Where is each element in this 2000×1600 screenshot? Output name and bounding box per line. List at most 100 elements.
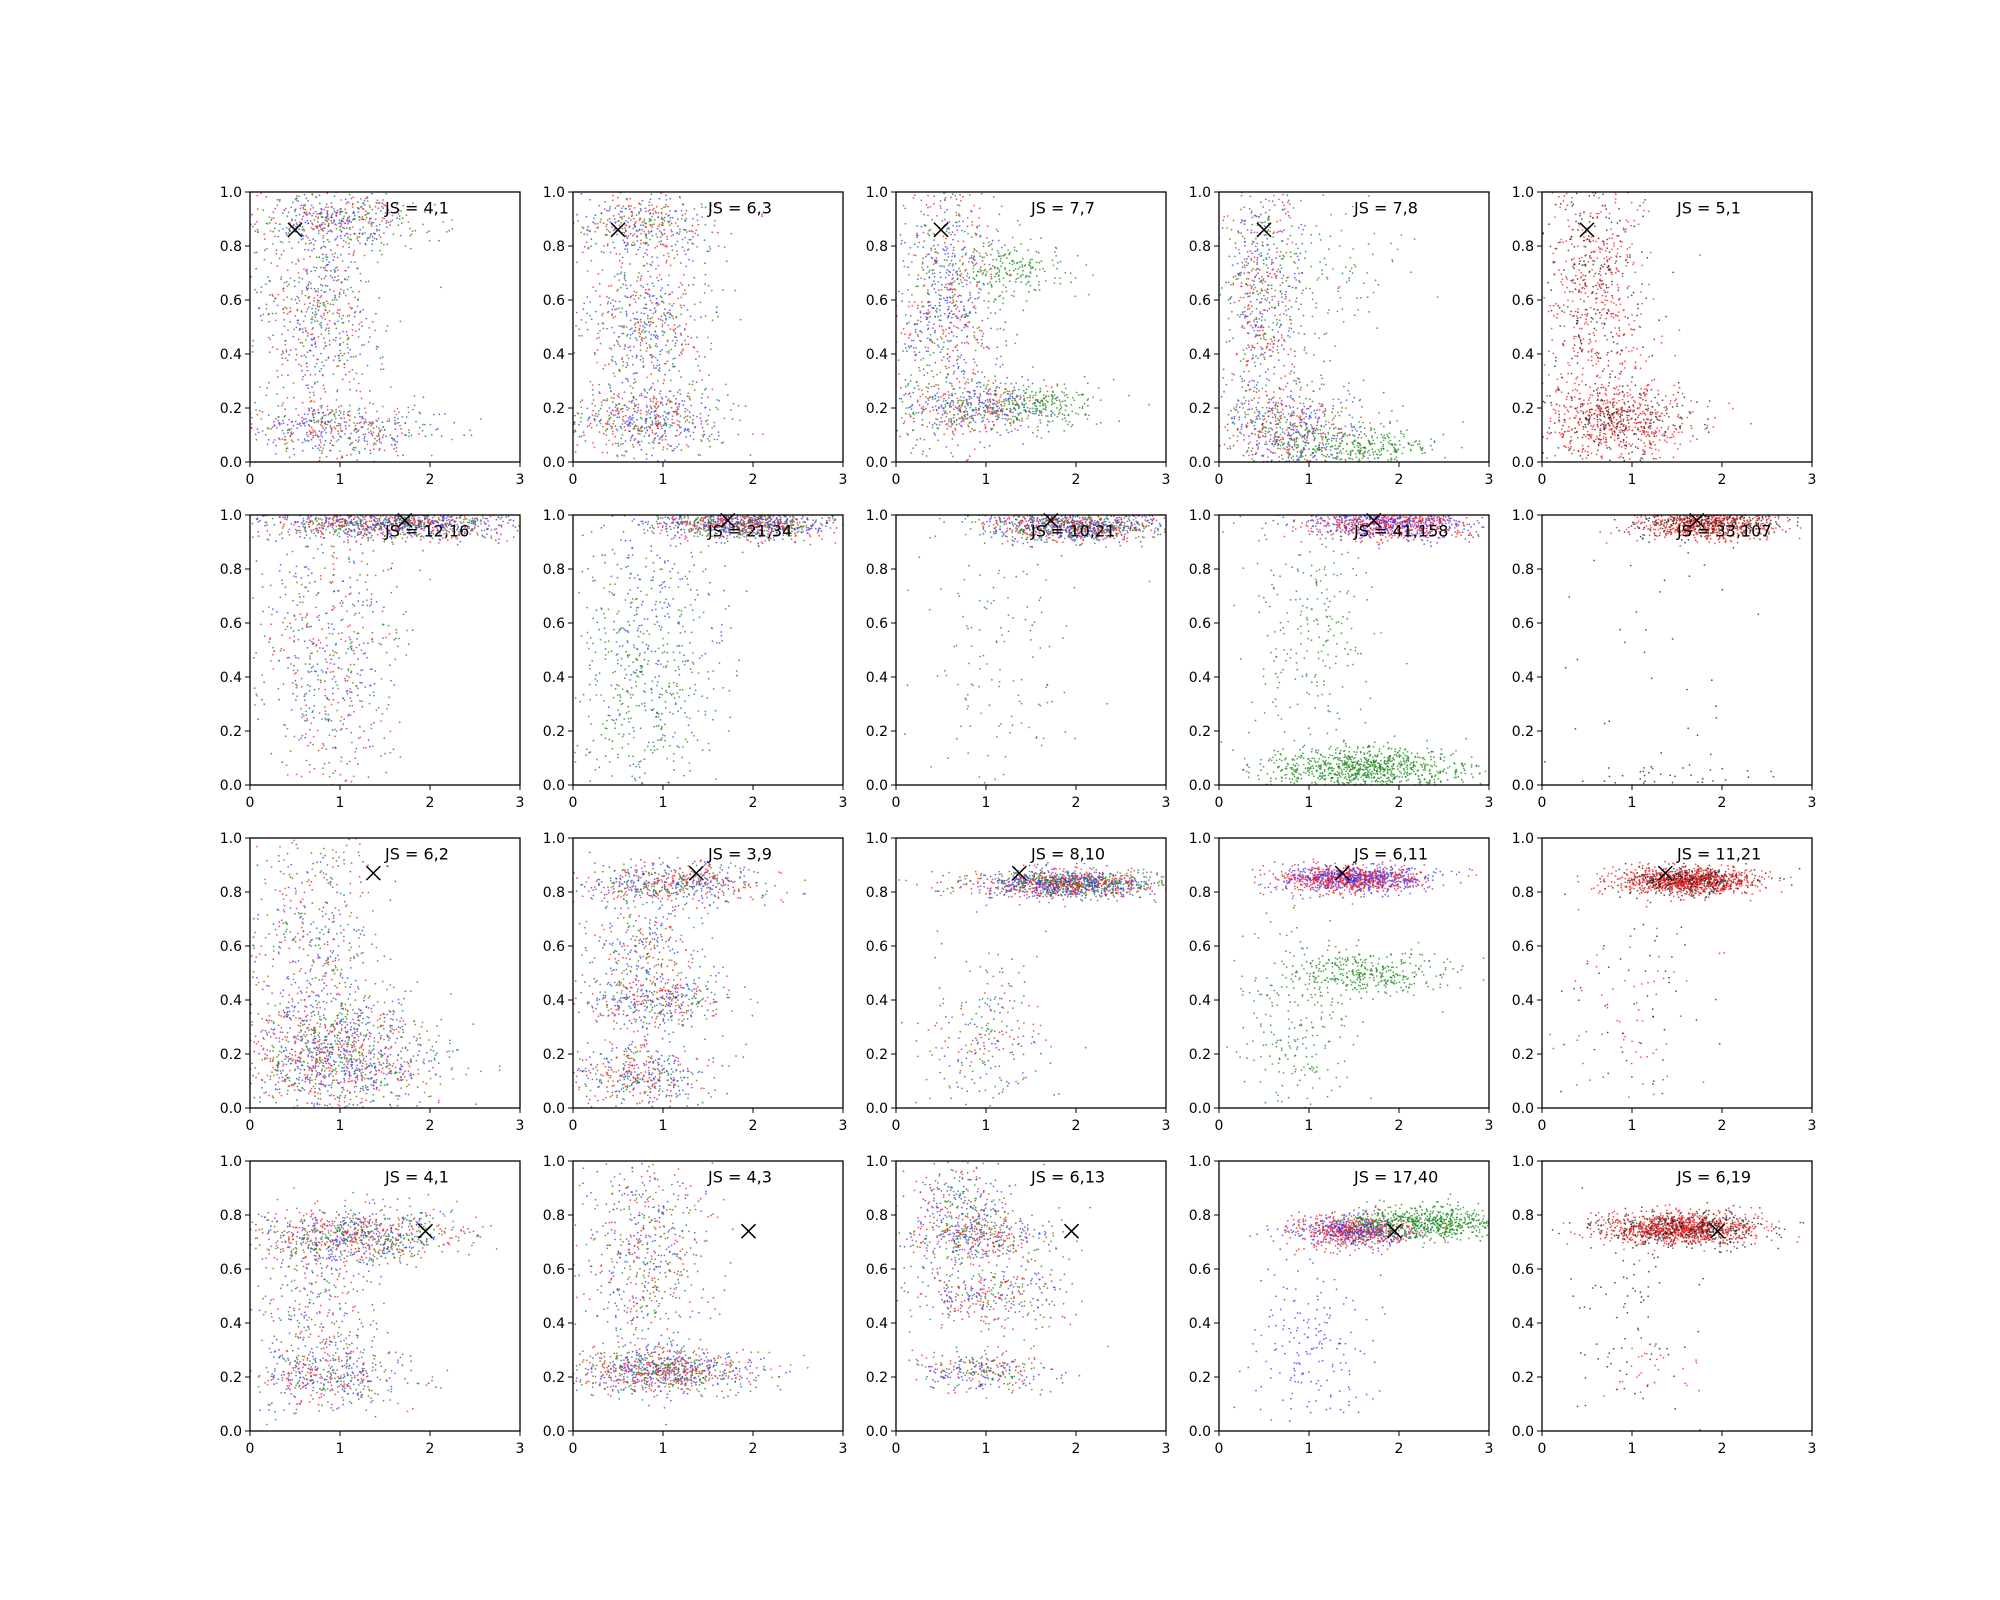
scatter-point	[899, 233, 902, 236]
scatter-point	[980, 266, 982, 268]
scatter-point	[1063, 392, 1065, 394]
scatter-point	[1027, 378, 1029, 381]
scatter-point	[1084, 413, 1086, 416]
scatter-point	[981, 342, 984, 345]
scatter-point	[638, 211, 640, 214]
scatter-point	[613, 247, 616, 249]
scatter-point	[925, 386, 928, 389]
scatter-point	[657, 460, 659, 462]
scatter-point	[1004, 417, 1007, 420]
scatter-point	[915, 444, 917, 447]
scatter-point	[288, 311, 291, 314]
scatter-point	[1285, 385, 1287, 388]
scatter-point	[321, 374, 324, 376]
scatter-point	[918, 366, 920, 369]
scatter-point	[278, 257, 281, 260]
scatter-point	[656, 413, 658, 416]
scatter-point	[990, 427, 993, 430]
scatter-point	[934, 397, 937, 400]
scatter-point	[974, 429, 976, 431]
scatter-point	[951, 394, 954, 397]
scatter-point	[317, 290, 319, 293]
scatter-point	[348, 238, 351, 240]
scatter-point	[664, 373, 666, 376]
scatter-point	[922, 312, 925, 315]
scatter-point	[361, 215, 364, 218]
scatter-point	[605, 443, 608, 446]
scatter-point	[661, 234, 664, 236]
scatter-point	[656, 236, 659, 239]
scatter-point	[613, 375, 616, 377]
scatter-point	[599, 330, 601, 332]
scatter-point	[653, 439, 655, 442]
scatter-point	[937, 406, 940, 409]
scatter-point	[652, 334, 655, 336]
scatter-point	[710, 342, 713, 345]
scatter-point	[350, 221, 353, 224]
scatter-point	[328, 343, 331, 346]
scatter-point	[305, 213, 307, 215]
scatter-point	[1007, 249, 1009, 252]
scatter-point	[1227, 281, 1230, 284]
scatter-point	[620, 437, 623, 440]
scatter-point	[284, 343, 287, 346]
scatter-point	[669, 328, 672, 331]
scatter-point	[582, 431, 585, 434]
scatter-point	[650, 386, 653, 388]
scatter-point	[687, 284, 690, 287]
scatter-point	[645, 426, 648, 429]
scatter-point	[587, 419, 589, 422]
scatter-point	[354, 425, 357, 427]
y-tick-label: 0.0	[866, 455, 888, 471]
scatter-point	[629, 345, 632, 348]
scatter-point	[923, 240, 925, 243]
scatter-point	[945, 249, 948, 252]
scatter-point	[972, 267, 975, 270]
scatter-point	[1024, 264, 1027, 266]
scatter-point	[254, 401, 256, 404]
scatter-point	[690, 230, 693, 232]
scatter-point	[346, 334, 349, 337]
scatter-point	[282, 432, 285, 435]
scatter-point	[312, 206, 315, 209]
scatter-point	[944, 276, 947, 279]
scatter-point	[956, 278, 959, 281]
scatter-point	[325, 256, 327, 258]
scatter-point	[430, 433, 433, 436]
scatter-point	[674, 332, 677, 335]
scatter-point	[658, 364, 661, 366]
scatter-point	[297, 241, 300, 244]
scatter-point	[318, 444, 320, 446]
scatter-point	[1027, 275, 1029, 278]
scatter-point	[943, 392, 945, 395]
scatter-point	[1039, 268, 1041, 271]
scatter-point	[262, 313, 265, 316]
scatter-point	[1027, 290, 1030, 293]
scatter-point	[353, 449, 356, 452]
scatter-point	[973, 278, 976, 281]
scatter-point	[363, 439, 366, 442]
scatter-point	[386, 212, 389, 215]
scatter-point	[377, 207, 380, 210]
scatter-point	[909, 395, 912, 398]
scatter-point	[613, 393, 615, 395]
scatter-point	[324, 267, 326, 269]
scatter-point	[1036, 425, 1039, 428]
scatter-point	[958, 220, 961, 223]
scatter-point	[321, 452, 323, 454]
scatter-point	[318, 305, 321, 308]
scatter-point	[1338, 285, 1341, 288]
scatter-point	[1011, 403, 1014, 406]
scatter-point	[1068, 421, 1071, 423]
scatter-point	[643, 264, 646, 267]
scatter-point	[451, 438, 454, 441]
scatter-point	[678, 370, 680, 372]
scatter-point	[311, 193, 314, 195]
scatter-point	[930, 249, 933, 252]
scatter-point	[1241, 324, 1244, 327]
scatter-point	[627, 420, 630, 422]
scatter-point	[617, 196, 619, 199]
scatter-point	[428, 239, 431, 242]
scatter-point	[644, 222, 647, 225]
scatter-point	[290, 298, 293, 301]
